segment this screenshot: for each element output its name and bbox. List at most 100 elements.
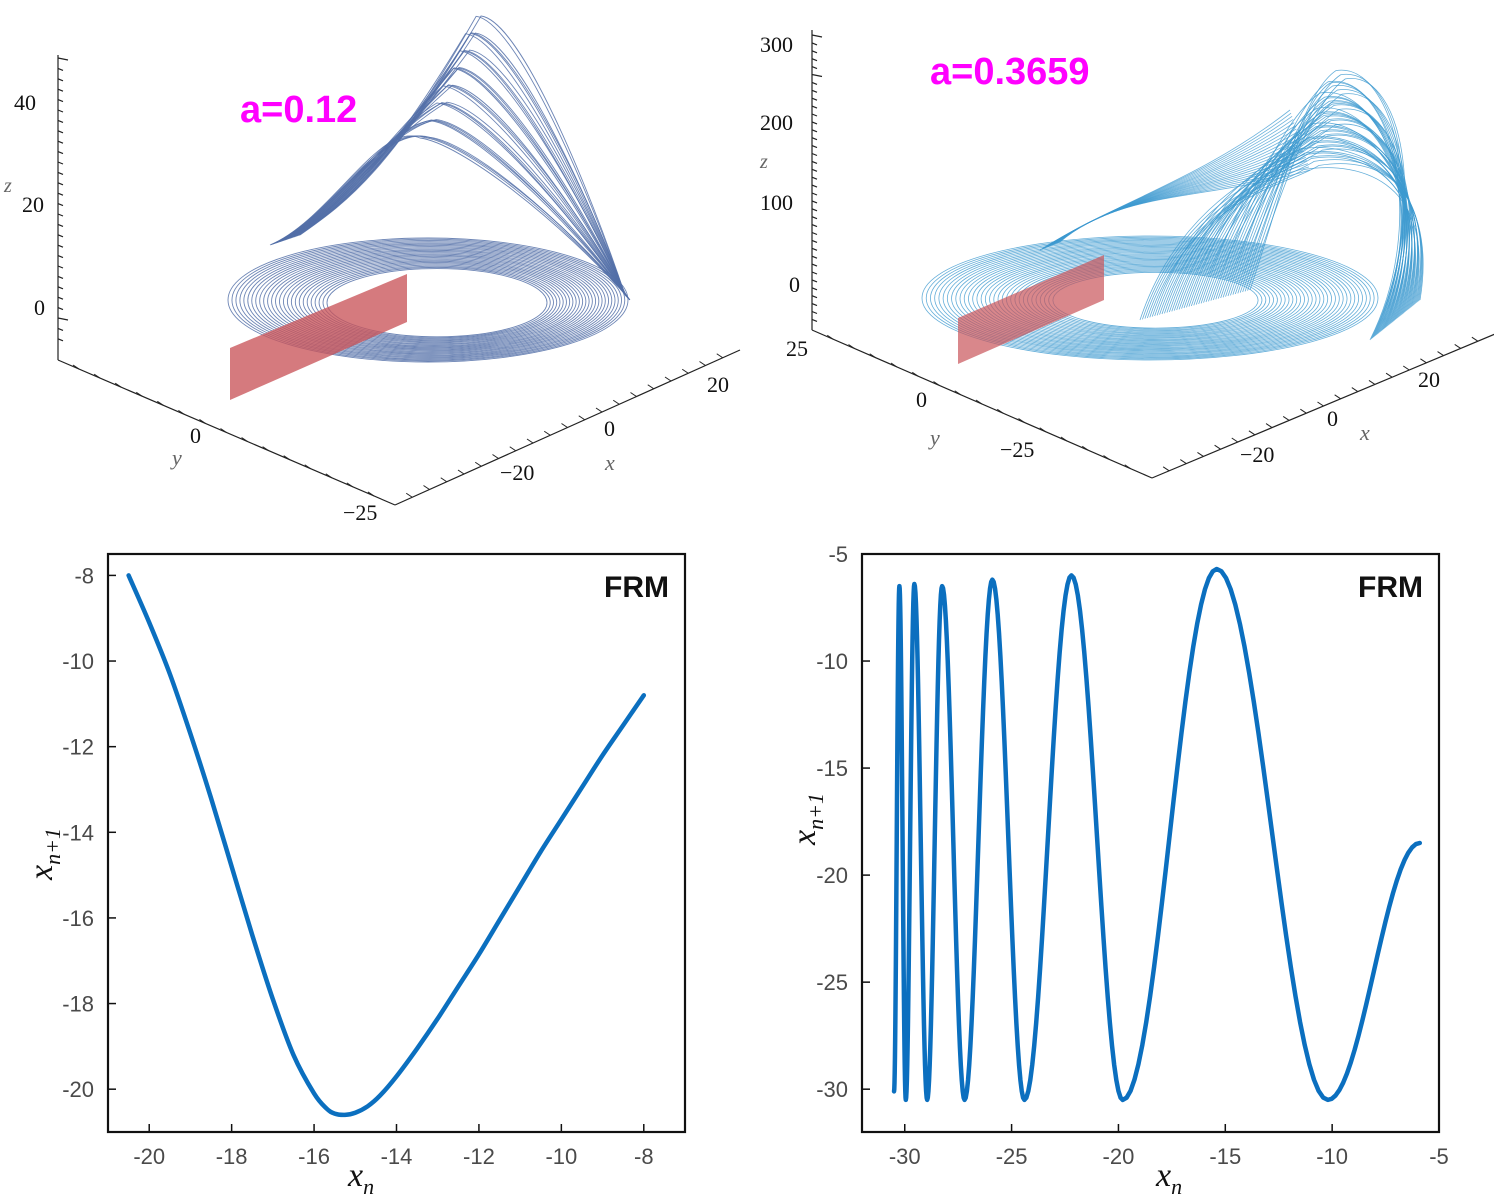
z-minor-tick	[57, 255, 64, 259]
x-tick-label: -15	[1209, 1144, 1241, 1169]
trajectory-loop	[310, 263, 561, 342]
edge-tick	[93, 373, 101, 379]
edge-tick	[1454, 343, 1461, 349]
edge-tick	[1248, 430, 1256, 436]
trajectory-lobe	[299, 15, 626, 296]
z-tick-label: 0	[34, 295, 45, 320]
z-minor-tick	[57, 327, 64, 331]
edge-tick	[526, 438, 534, 444]
z-minor-tick	[811, 287, 818, 291]
trajectory-lobe	[1242, 69, 1403, 338]
edge-tick	[647, 384, 655, 390]
y-tick-label: -16	[62, 906, 94, 931]
edge-tick	[199, 419, 206, 424]
trajectory-loop	[227, 237, 629, 363]
z-minor-tick	[811, 192, 818, 196]
z-minor-tick	[811, 121, 818, 125]
z-minor-tick	[811, 216, 818, 220]
edge-tick	[474, 461, 482, 467]
edge-tick	[457, 469, 465, 475]
edge-tick	[848, 344, 855, 349]
y-tick-label: -25	[816, 970, 848, 995]
poincare-plane	[230, 274, 407, 400]
trajectory-loop	[984, 253, 1321, 345]
z-axis-label: z	[3, 175, 12, 197]
edge-tick	[423, 485, 430, 490]
edge-tick	[178, 409, 185, 415]
z-minor-tick	[811, 310, 818, 315]
x-tick-label: -16	[298, 1144, 330, 1169]
z-minor-tick	[57, 307, 64, 311]
parameter-annotation: a=0.12	[240, 89, 357, 131]
z-tick-labels: 40 20 0	[14, 90, 45, 320]
axis-ticks	[108, 574, 645, 1132]
z-minor-tick	[57, 109, 64, 113]
z-axis-label: z	[759, 151, 768, 173]
x-tick-label: 0	[1327, 406, 1338, 431]
edge-tick	[1124, 464, 1132, 470]
trajectory-lobe	[1186, 118, 1413, 318]
z-minor-tick	[57, 130, 64, 134]
edge-tick	[1039, 427, 1047, 433]
frm-b-panel: -30 -25 -20 -15 -10 -5 -5 -10 -15 -20 -25 -30 FRM x…	[786, 542, 1449, 1198]
x-tick-label: -25	[996, 1144, 1028, 1169]
plot-frame	[860, 552, 1441, 1134]
y-tick-label: -14	[62, 820, 94, 845]
y-axis-label: xn+1	[786, 793, 828, 846]
z-minor-tick	[811, 66, 818, 70]
x-tick-label: -14	[381, 1144, 413, 1169]
trajectory-lobe	[1161, 148, 1418, 315]
z-minor-tick	[811, 239, 818, 243]
trajectory-loop	[243, 242, 616, 359]
z-minor-tick	[57, 192, 64, 196]
z-tick-label: 200	[760, 110, 793, 135]
z-minor-tick	[811, 113, 818, 117]
trajectory-lobe	[1220, 104, 1407, 330]
trajectory-loop	[267, 249, 597, 353]
trajectory-lobe	[269, 135, 631, 301]
edge-tick	[1214, 444, 1221, 450]
z-minor-tick	[57, 265, 64, 269]
trajectory-loop	[282, 254, 584, 349]
edge-tick	[492, 454, 499, 459]
trajectory-lobe	[1171, 129, 1415, 312]
z-minor-tick	[57, 296, 64, 300]
trajectory-lobe	[1149, 163, 1422, 318]
edge-tick	[1317, 401, 1324, 407]
edge-tick	[405, 492, 413, 498]
z-minor-tick	[811, 89, 818, 93]
z-minor-tick	[57, 119, 64, 123]
trajectory-loop	[326, 268, 548, 338]
trajectory-loop	[951, 243, 1352, 354]
trajectory-loop	[271, 251, 593, 352]
trajectory-loop	[989, 254, 1317, 344]
edge-tick	[1162, 466, 1170, 472]
edge-tick	[1437, 351, 1444, 357]
trajectory-loop	[938, 240, 1363, 357]
z-minor-tick	[811, 271, 818, 275]
tick-labels: -30 -25 -20 -15 -10 -5 -5 -10 -15 -20 -25 -30	[816, 542, 1449, 1169]
edge-tick	[283, 455, 290, 461]
edge-tick	[1351, 387, 1359, 393]
edge-tick	[157, 400, 164, 406]
trajectory-loop	[980, 251, 1325, 346]
edge-tick	[954, 390, 962, 396]
y-tick-label: -20	[62, 1077, 94, 1102]
z-minor-tick	[811, 81, 818, 85]
trajectory-lobe	[1210, 123, 1409, 326]
edge-tick	[220, 428, 227, 433]
y-axis-label: xn+1	[23, 828, 65, 881]
y-tick-label: -20	[816, 863, 848, 888]
trajectory-loop	[247, 243, 613, 358]
edge-tick	[543, 430, 551, 436]
trajectory-loop	[302, 260, 567, 344]
z-minor-tick	[57, 99, 64, 103]
x-tick-label: -18	[216, 1144, 248, 1169]
trajectory-lobe	[273, 120, 630, 300]
edge-tick	[304, 464, 312, 470]
trajectory-loop	[286, 255, 580, 348]
trajectory-loop	[972, 249, 1332, 349]
z-minor-tick	[811, 295, 818, 299]
z-minor-tick	[57, 182, 64, 186]
x-tick-label: -20	[133, 1144, 165, 1169]
